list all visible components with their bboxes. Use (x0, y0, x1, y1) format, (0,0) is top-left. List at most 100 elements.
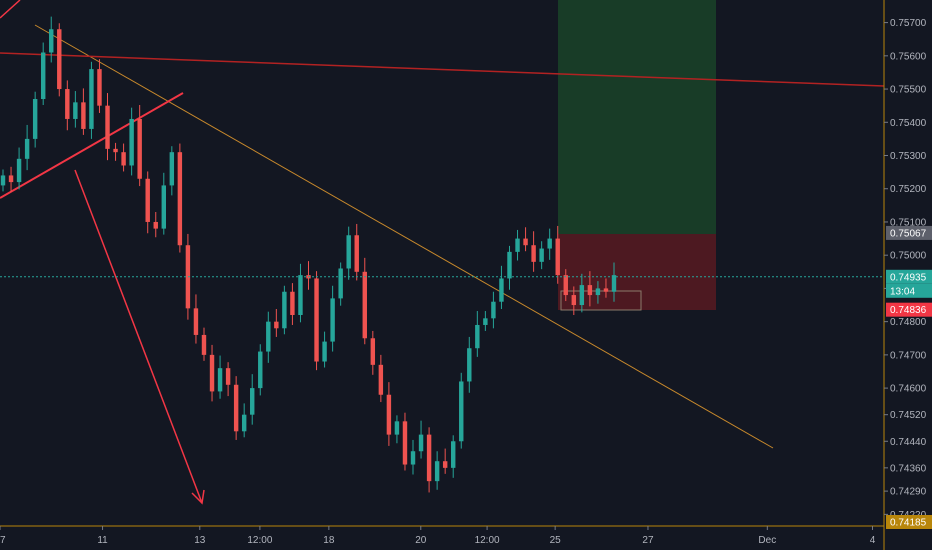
candle (97, 59, 102, 113)
candle (475, 311, 480, 357)
y-tick-label: 0.75000 (890, 251, 927, 262)
candle (322, 331, 327, 368)
candle (467, 336, 472, 393)
candle (507, 245, 512, 290)
candle (16, 147, 22, 190)
projection-arrow[interactable] (74, 169, 205, 505)
y-tick-label: 0.74520 (890, 410, 927, 421)
candle (450, 435, 456, 478)
candle (523, 227, 528, 252)
descending-trendline[interactable] (34, 24, 774, 449)
y-tick-label: 0.75700 (890, 18, 927, 29)
candle (611, 262, 617, 302)
y-tick-label: 0.74700 (890, 350, 927, 361)
candle (65, 80, 70, 131)
candle (402, 412, 408, 471)
candle (298, 263, 303, 323)
price-badges: 0.75067 0.74935 13:04 0.74836 0.74185 (886, 225, 932, 529)
candle (49, 16, 54, 63)
x-tick-label: 12:00 (247, 535, 272, 546)
candle (563, 269, 568, 302)
corner-arc-line[interactable] (0, 0, 21, 19)
x-tick-label: 20 (415, 535, 427, 546)
x-tick-label: 18 (323, 535, 335, 546)
candle (185, 233, 191, 320)
candle (314, 271, 319, 371)
candle (129, 107, 134, 176)
candle (338, 262, 343, 306)
candle (595, 281, 601, 304)
x-tick-label: Dec (758, 535, 776, 546)
resistance-line[interactable] (0, 52, 885, 87)
candle (459, 372, 464, 449)
y-tick-label: 0.75200 (890, 184, 927, 195)
candle (346, 226, 351, 280)
time-axis[interactable]: 7 11 13 12:00 18 20 12:00 25 27 Dec 4 (0, 526, 876, 546)
candle (89, 61, 94, 139)
y-tick-label: 0.75400 (890, 118, 927, 129)
candle (499, 265, 504, 310)
price-badge: 0.74836 (886, 302, 932, 317)
price-badge: 0.75067 (886, 225, 932, 240)
y-tick-label: 0.74800 (890, 317, 927, 328)
candle (32, 91, 38, 148)
x-tick-label: 7 (0, 535, 6, 546)
candlestick-series (0, 16, 617, 493)
price-badge: 0.74185 (886, 515, 932, 529)
candle (418, 420, 424, 459)
candle (73, 91, 78, 128)
candle (121, 143, 126, 172)
x-tick-label: 13 (194, 535, 206, 546)
x-tick-label: 25 (550, 535, 562, 546)
y-tick-label: 0.75300 (890, 151, 927, 162)
candle (40, 42, 46, 106)
candle (209, 344, 215, 402)
candle (8, 166, 14, 193)
candle (531, 231, 536, 272)
price-badge-label: 0.75067 (890, 228, 927, 239)
candle (571, 286, 577, 316)
candle (434, 451, 440, 490)
stop-zone[interactable] (558, 234, 716, 310)
candle (145, 171, 150, 234)
candle (354, 223, 359, 281)
candle (442, 448, 448, 474)
candle (282, 285, 287, 335)
candle (394, 415, 400, 444)
candle (113, 142, 118, 161)
candle (153, 211, 158, 238)
candle (410, 439, 416, 475)
candle (362, 257, 367, 345)
x-tick-label: 11 (97, 535, 108, 546)
rising-channel-line[interactable] (0, 92, 184, 199)
y-tick-label: 0.75100 (890, 217, 927, 228)
candle (290, 283, 295, 325)
price-badge-label: 0.74935 (890, 272, 927, 283)
candle (258, 344, 263, 396)
y-tick-label: 0.75500 (890, 85, 927, 96)
entry-box[interactable] (560, 290, 642, 311)
candle (169, 146, 175, 196)
candle (603, 278, 609, 298)
candle (274, 309, 279, 337)
candle (426, 427, 432, 493)
candle (378, 354, 384, 403)
candle (266, 311, 271, 363)
candle (81, 88, 86, 135)
y-tick-label: 0.74600 (890, 384, 927, 395)
candle (24, 124, 30, 171)
candle (555, 225, 560, 284)
candle (193, 294, 199, 344)
candle (241, 403, 247, 438)
x-tick-label: 12:00 (475, 535, 500, 546)
candle (105, 93, 110, 161)
price-badge-label: 0.74185 (890, 518, 927, 529)
candle (201, 327, 207, 361)
candle (330, 285, 335, 352)
candle (137, 105, 142, 187)
x-tick-label: 4 (870, 535, 876, 546)
target-zone[interactable] (558, 0, 716, 234)
candle (161, 172, 167, 235)
